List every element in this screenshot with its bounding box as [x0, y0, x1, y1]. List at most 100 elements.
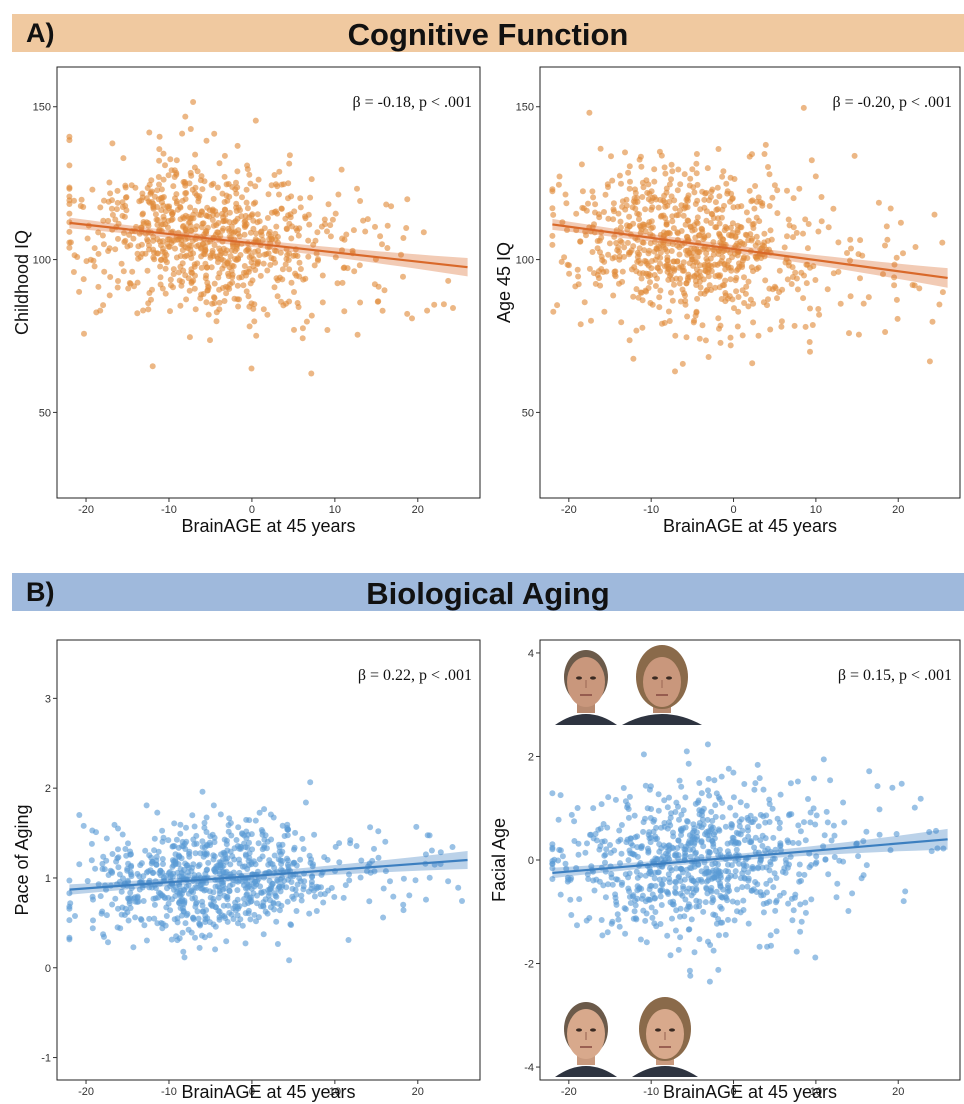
data-point [657, 254, 664, 261]
data-point [221, 206, 228, 213]
data-point [455, 884, 462, 891]
data-point [755, 865, 762, 872]
data-point [186, 287, 193, 294]
data-point [158, 186, 165, 193]
data-point [202, 919, 209, 925]
data-point [152, 885, 159, 891]
data-point [604, 824, 611, 831]
data-point [736, 818, 743, 825]
data-point [691, 317, 698, 324]
data-point [676, 816, 682, 823]
data-point [188, 172, 195, 179]
data-point [688, 877, 695, 884]
y-tick-label: 0 [528, 855, 534, 867]
data-point [709, 186, 716, 193]
data-point [758, 892, 765, 899]
data-point [723, 225, 730, 232]
data-point [690, 841, 697, 848]
data-point [76, 861, 83, 868]
data-point [647, 240, 654, 247]
data-point [776, 289, 783, 296]
data-point [940, 845, 947, 852]
data-point [324, 327, 331, 333]
data-point [598, 253, 605, 260]
data-point [103, 912, 110, 919]
data-point [191, 164, 198, 171]
data-point [584, 840, 590, 847]
data-point [209, 903, 216, 909]
data-point [158, 242, 164, 249]
data-point [185, 219, 192, 226]
data-point [400, 875, 407, 882]
data-point [219, 912, 225, 919]
data-point [634, 254, 641, 260]
y-tick-label: -2 [524, 959, 534, 971]
data-point [716, 231, 723, 238]
data-point [719, 206, 726, 213]
data-point [575, 273, 582, 280]
trend-line [69, 858, 468, 891]
data-point [225, 822, 232, 829]
data-point [734, 899, 741, 906]
data-point [916, 285, 923, 292]
data-point [666, 794, 672, 801]
data-point [710, 239, 717, 246]
data-point [657, 888, 664, 895]
data-point [160, 861, 166, 867]
data-point [626, 185, 633, 192]
data-point [627, 178, 633, 185]
data-point [206, 932, 213, 939]
x-tick-label: 20 [412, 504, 424, 516]
data-point [667, 952, 674, 959]
data-point [776, 892, 783, 899]
data-point [766, 819, 773, 825]
data-point [663, 185, 670, 192]
data-point [737, 909, 744, 916]
data-point [400, 235, 407, 241]
data-point [566, 270, 573, 277]
data-point [722, 290, 729, 296]
data-point [245, 900, 252, 906]
data-point [169, 843, 176, 850]
data-point [629, 850, 636, 857]
data-point [243, 269, 250, 276]
data-point [80, 822, 87, 829]
data-point [602, 859, 608, 866]
data-point [699, 229, 706, 235]
data-point [305, 888, 312, 895]
data-point [681, 171, 688, 178]
data-point [377, 233, 384, 240]
data-point [300, 846, 307, 852]
data-point [92, 865, 99, 872]
data-point [592, 209, 598, 216]
data-point [181, 886, 188, 893]
data-point [233, 837, 240, 843]
data-point [199, 902, 206, 909]
data-point [714, 184, 721, 191]
data-point [702, 899, 709, 906]
data-point [144, 267, 151, 274]
data-point [893, 254, 900, 261]
data-point [99, 232, 106, 239]
data-point [602, 868, 609, 875]
data-point [824, 286, 831, 293]
data-point [208, 264, 215, 271]
data-point [645, 262, 652, 269]
data-point [89, 186, 96, 193]
data-point [345, 937, 352, 943]
data-point [225, 828, 232, 835]
data-point [400, 907, 407, 914]
data-point [163, 872, 170, 879]
data-point [636, 211, 642, 218]
data-point [756, 943, 763, 950]
scatter-points [549, 104, 946, 375]
data-point [600, 882, 607, 889]
data-point [210, 852, 217, 859]
data-point [797, 828, 804, 835]
data-point [204, 866, 211, 873]
data-point [306, 910, 313, 917]
data-point [360, 217, 367, 224]
data-point [614, 911, 621, 918]
data-point [672, 879, 679, 886]
data-point [290, 873, 297, 880]
